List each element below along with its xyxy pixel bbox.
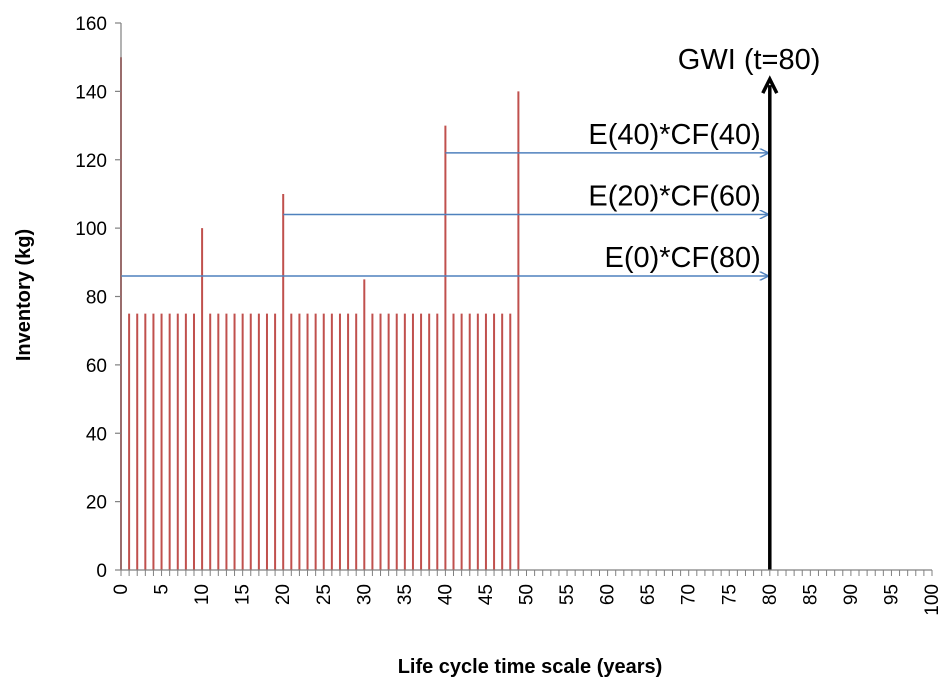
axes-layer: 0 20 40 60 80 100 120 140 160 0 5 10 15 20 25 30 35 40 45 5…: [75, 14, 943, 616]
x-tick-label: 80: [760, 584, 781, 605]
x-tick-label: 0: [111, 584, 132, 595]
annotation-label: E(20)*CF(60): [588, 180, 760, 212]
x-tick-label: 65: [638, 584, 659, 605]
gwi-marker-arrowhead: [761, 75, 779, 94]
x-tick-label: 10: [192, 584, 213, 605]
y-tick-label: 60: [86, 356, 107, 377]
x-tick-label: 90: [841, 584, 862, 605]
x-tick-label: 100: [922, 584, 943, 616]
x-tick-label: 35: [395, 584, 416, 605]
y-tick-label: 0: [96, 561, 107, 582]
x-tick-label: 20: [273, 584, 294, 605]
x-tick-label: 55: [557, 584, 578, 605]
x-tick-label: 85: [800, 584, 821, 605]
x-tick-label: 70: [679, 584, 700, 605]
x-tick-label: 50: [517, 584, 538, 605]
bars-layer: [120, 57, 520, 570]
x-tick-label: 40: [435, 584, 456, 605]
x-axis-label: Life cycle time scale (years): [398, 656, 663, 678]
y-tick-label: 80: [86, 288, 107, 309]
x-tick-label: 60: [598, 584, 619, 605]
x-tick-label: 75: [719, 584, 740, 605]
annotation-label: E(40)*CF(40): [588, 119, 760, 151]
y-tick-label: 100: [75, 219, 107, 240]
x-tick-label: 95: [881, 584, 902, 605]
y-tick-label: 160: [75, 14, 107, 35]
gwi-marker-label: GWI (t=80): [678, 44, 821, 76]
annotation-arrows-layer: E(40)*CF(40) E(20)*CF(60) E(0)*CF(80) GWI (…: [121, 44, 820, 570]
x-tick-label: 25: [314, 584, 335, 605]
y-tick-label: 140: [75, 82, 107, 103]
y-tick-label: 20: [86, 493, 107, 514]
x-tick-label: 30: [354, 584, 375, 605]
y-tick-label: 120: [75, 151, 107, 172]
y-tick-label: 40: [86, 424, 107, 445]
x-tick-label: 15: [233, 584, 254, 605]
y-axis-label: Inventory (kg): [13, 229, 35, 361]
annotation-label: E(0)*CF(80): [604, 242, 760, 274]
x-tick-label: 45: [476, 584, 497, 605]
x-tick-label: 5: [152, 584, 173, 595]
